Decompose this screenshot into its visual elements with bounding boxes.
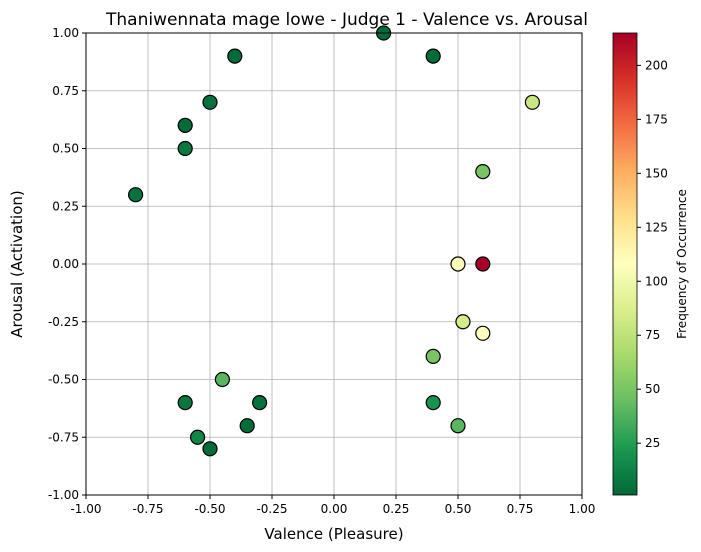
data-point xyxy=(190,429,206,445)
colorbar-tick-label: 25 xyxy=(645,436,660,450)
x-tick-label: 0.25 xyxy=(383,502,410,516)
data-point xyxy=(227,48,243,64)
y-tick-label: 0.00 xyxy=(52,257,79,271)
data-point xyxy=(252,395,268,411)
data-point xyxy=(450,256,466,272)
colorbar-tick-label: 200 xyxy=(645,58,668,72)
data-point xyxy=(202,441,218,457)
x-axis-ticks: -1.00 -0.75 -0.50 -0.25 0.00 0.25 0.50 0.75 1.00 xyxy=(70,495,595,516)
y-tick-label: -0.75 xyxy=(48,430,79,444)
x-tick-label: 1.00 xyxy=(569,502,596,516)
chart-title: Thaniwennata mage lowe - Judge 1 - Valen… xyxy=(105,10,588,30)
colorbar-label: Frequency of Occurrence xyxy=(675,189,689,339)
x-tick-label: 0.75 xyxy=(507,502,534,516)
data-point xyxy=(177,140,193,157)
colorbar-tick-label: 100 xyxy=(645,274,668,288)
y-tick-label: -0.50 xyxy=(48,373,79,387)
data-point xyxy=(450,418,466,434)
data-points xyxy=(128,25,541,457)
y-tick-label: -0.25 xyxy=(48,315,79,329)
data-point xyxy=(177,395,193,411)
colorbar-ticks: 25 50 75 100 125 150 175 200 xyxy=(637,58,668,450)
data-point xyxy=(475,256,491,272)
y-tick-label: -1.00 xyxy=(48,488,79,502)
data-point xyxy=(524,94,541,110)
grid xyxy=(85,32,583,496)
x-tick-label: -0.50 xyxy=(194,502,225,516)
y-axis-label: Arousal (Activation) xyxy=(8,190,26,338)
colorbar xyxy=(612,32,638,496)
data-point xyxy=(128,187,144,203)
x-tick-label: -1.00 xyxy=(70,502,101,516)
y-tick-label: 0.25 xyxy=(52,199,79,213)
colorbar-tick-label: 75 xyxy=(645,328,660,342)
data-point xyxy=(425,48,441,64)
y-axis-ticks: -1.00 -0.75 -0.50 -0.25 0.00 0.25 0.50 0.75 1.00 xyxy=(48,26,86,502)
x-tick-label: -0.25 xyxy=(256,502,287,516)
data-point xyxy=(425,395,441,411)
y-tick-label: 0.75 xyxy=(52,84,79,98)
x-tick-label: 0.00 xyxy=(321,502,348,516)
x-tick-label: 0.50 xyxy=(445,502,472,516)
data-point xyxy=(239,418,255,434)
colorbar-tick-label: 175 xyxy=(645,112,668,126)
colorbar-tick-label: 150 xyxy=(645,166,668,180)
x-tick-label: -0.75 xyxy=(132,502,163,516)
data-point xyxy=(475,325,491,341)
data-point xyxy=(177,117,193,134)
data-point xyxy=(455,314,471,330)
data-point xyxy=(202,94,218,110)
x-axis-label: Valence (Pleasure) xyxy=(264,525,403,543)
data-point xyxy=(475,164,491,180)
colorbar-tick-label: 50 xyxy=(645,382,660,396)
data-point xyxy=(425,348,441,364)
y-tick-label: 1.00 xyxy=(52,26,79,40)
y-tick-label: 0.50 xyxy=(52,142,79,156)
colorbar-tick-label: 125 xyxy=(645,220,668,234)
data-point xyxy=(214,371,230,388)
